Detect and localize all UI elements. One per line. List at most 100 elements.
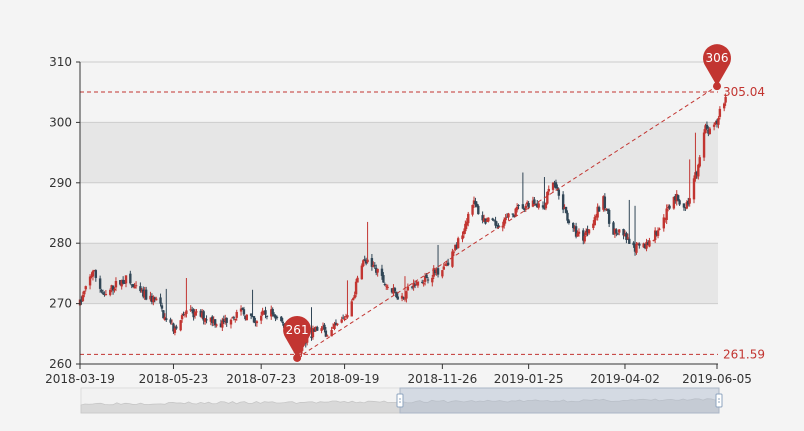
candle-134 bbox=[346, 280, 349, 319]
candle-130 bbox=[340, 316, 343, 324]
candle-211 bbox=[502, 217, 506, 229]
candle-1 bbox=[80, 296, 83, 305]
candle-83 bbox=[244, 315, 247, 321]
candle-161 bbox=[402, 296, 405, 300]
candle-50 bbox=[179, 319, 182, 332]
candle-162 bbox=[403, 276, 407, 302]
candle-313 bbox=[707, 126, 710, 137]
candle-53 bbox=[183, 311, 187, 318]
zoom-handle-left[interactable] bbox=[396, 393, 404, 408]
candle-165 bbox=[410, 285, 414, 290]
candle-123 bbox=[324, 326, 328, 338]
candle-95 bbox=[270, 305, 273, 320]
candle-151 bbox=[382, 272, 385, 283]
candle-51 bbox=[180, 313, 184, 323]
candle-138 bbox=[354, 278, 358, 298]
candle-294 bbox=[668, 204, 671, 210]
candle-35 bbox=[149, 291, 152, 302]
candle-39 bbox=[155, 296, 158, 301]
candle-128 bbox=[334, 319, 338, 326]
candle-236 bbox=[553, 180, 556, 188]
candle-223 bbox=[525, 200, 529, 207]
candle-58 bbox=[193, 309, 197, 319]
candle-172 bbox=[423, 272, 427, 286]
data-zoom-slider[interactable] bbox=[80, 387, 723, 414]
candle-13 bbox=[103, 291, 106, 297]
candle-157 bbox=[393, 286, 397, 294]
candle-117 bbox=[313, 327, 316, 332]
candle-80 bbox=[239, 305, 243, 316]
candle-27 bbox=[132, 283, 135, 288]
x-tick-label-7: 2019-06-05 bbox=[682, 372, 752, 386]
candle-237 bbox=[554, 179, 558, 190]
x-tick-label-0: 2018-03-19 bbox=[45, 372, 115, 386]
candle-199 bbox=[477, 204, 480, 215]
candle-218 bbox=[515, 203, 519, 213]
candle-15 bbox=[108, 288, 112, 297]
candle-179 bbox=[436, 244, 440, 278]
candle-293 bbox=[666, 204, 670, 212]
candle-182 bbox=[444, 263, 447, 267]
candle-43 bbox=[163, 313, 167, 321]
candle-142 bbox=[363, 255, 366, 262]
candle-152 bbox=[383, 282, 387, 287]
zoom-handle-right[interactable] bbox=[715, 393, 723, 408]
candle-279 bbox=[638, 242, 641, 249]
candle-315 bbox=[712, 122, 716, 131]
candle-81 bbox=[241, 307, 244, 311]
candle-55 bbox=[189, 305, 192, 313]
candle-85 bbox=[249, 313, 253, 320]
candle-235 bbox=[551, 181, 555, 194]
candle-191 bbox=[462, 228, 466, 238]
candle-17 bbox=[111, 285, 115, 295]
candle-100 bbox=[280, 316, 283, 322]
mark-lines: 305.04 261.59 bbox=[80, 85, 765, 361]
candle-150 bbox=[380, 264, 384, 280]
candle-98 bbox=[274, 314, 277, 322]
band-290-300 bbox=[80, 122, 718, 183]
candle-188 bbox=[455, 242, 458, 250]
candle-273 bbox=[626, 233, 630, 241]
candle-171 bbox=[422, 279, 425, 287]
zoom-window[interactable] bbox=[399, 387, 720, 414]
background-bands bbox=[80, 62, 718, 364]
candle-25 bbox=[129, 270, 132, 285]
candle-230 bbox=[541, 201, 545, 210]
candle-175 bbox=[431, 274, 434, 287]
candle-198 bbox=[475, 201, 479, 208]
candle-164 bbox=[406, 283, 410, 291]
candle-265 bbox=[612, 220, 615, 235]
candle-125 bbox=[330, 326, 333, 337]
candle-170 bbox=[421, 279, 424, 284]
candle-318 bbox=[717, 116, 720, 129]
candle-46 bbox=[170, 319, 174, 325]
candle-133 bbox=[344, 313, 348, 321]
candle-298 bbox=[676, 194, 680, 202]
axes: 260 270 280 290 300 310 2018-03-19 2018-05-23 20… bbox=[45, 55, 752, 386]
candle-181 bbox=[442, 262, 445, 270]
candle-264 bbox=[607, 208, 611, 228]
candle-168 bbox=[415, 280, 418, 286]
candle-77 bbox=[232, 315, 236, 321]
candle-126 bbox=[331, 323, 335, 329]
y-tick-label-290: 290 bbox=[49, 176, 72, 190]
candle-245 bbox=[572, 222, 575, 232]
candle-251 bbox=[583, 232, 586, 244]
candle-143 bbox=[364, 257, 368, 266]
candle-64 bbox=[205, 315, 208, 324]
candle-288 bbox=[656, 227, 660, 239]
x-tick-label-1: 2018-05-23 bbox=[139, 372, 209, 386]
candle-268 bbox=[616, 232, 619, 236]
candle-118 bbox=[314, 326, 318, 332]
candle-22 bbox=[121, 276, 125, 285]
mark-point-max: 306 bbox=[703, 44, 731, 91]
candle-84 bbox=[245, 314, 248, 321]
candle-206 bbox=[492, 219, 496, 222]
candle-295 bbox=[672, 196, 676, 210]
candle-56 bbox=[190, 306, 194, 314]
candle-137 bbox=[353, 291, 356, 299]
candle-194 bbox=[467, 211, 470, 227]
candle-276 bbox=[633, 205, 637, 256]
candle-120 bbox=[320, 326, 323, 334]
candle-136 bbox=[352, 297, 355, 301]
